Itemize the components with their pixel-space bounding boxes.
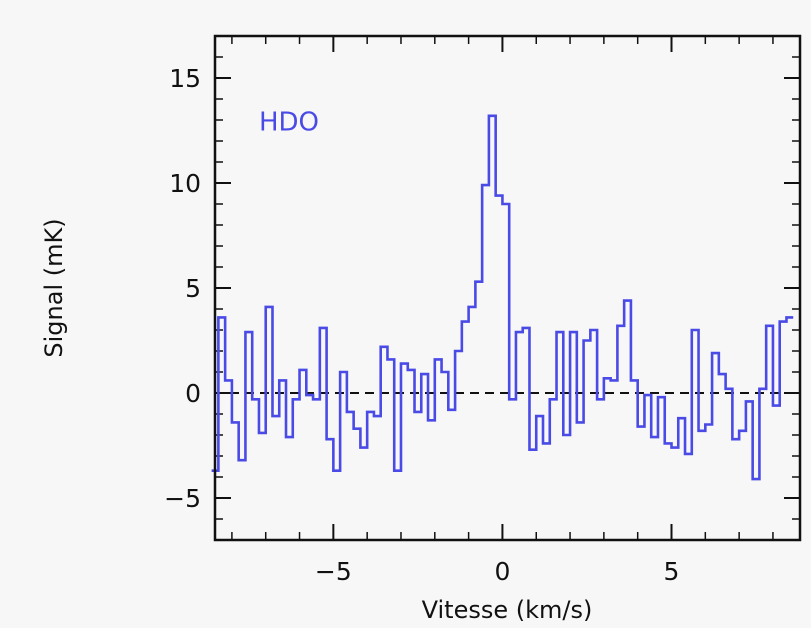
y-tick-label: 5 <box>185 274 201 303</box>
y-tick-label: 15 <box>169 64 201 93</box>
y-axis-title: Signal (mK) <box>40 218 68 357</box>
plot-frame <box>213 34 802 542</box>
plot-background <box>215 36 800 540</box>
series-hdo-line <box>211 114 794 481</box>
x-axis-title: Vitesse (km/s) <box>422 596 593 624</box>
x-tick-label: 5 <box>664 557 680 586</box>
tick-labels: −5 0 5 −5 0 5 10 15 <box>164 64 679 586</box>
y-tick-label: 0 <box>185 379 201 408</box>
annotation-hdo: HDO <box>259 108 319 138</box>
x-tick-label: 0 <box>494 557 510 586</box>
tick-marks <box>215 35 800 541</box>
x-tick-label: −5 <box>315 557 352 586</box>
y-tick-label: 10 <box>169 169 201 198</box>
y-tick-label: −5 <box>164 484 201 513</box>
